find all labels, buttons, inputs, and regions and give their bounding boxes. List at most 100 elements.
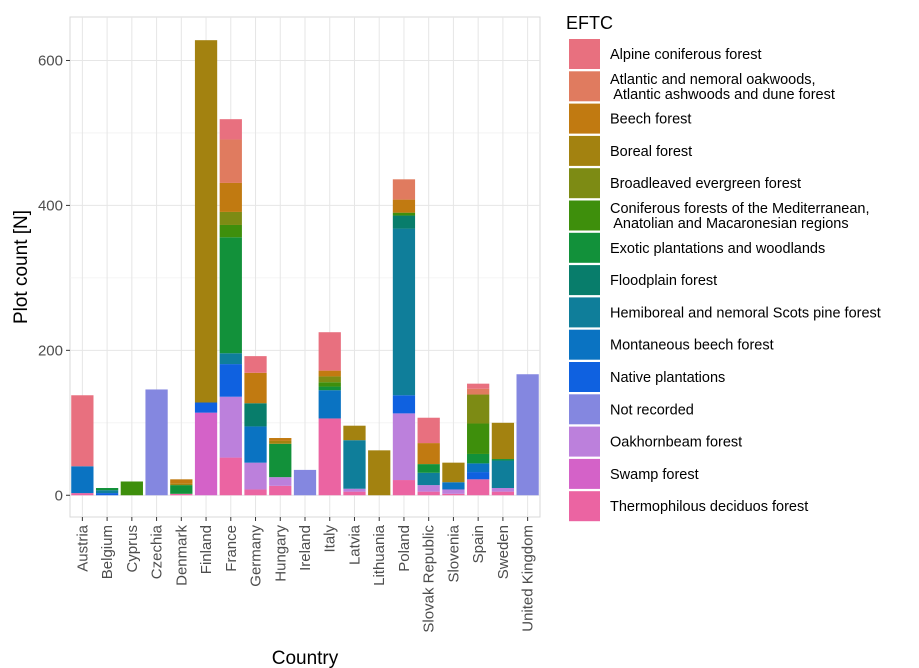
bar-segment — [293, 469, 317, 496]
legend-label: Native plantations — [610, 370, 725, 386]
bar-segment — [95, 490, 119, 494]
legend-label: Beech forest — [610, 112, 691, 128]
bar-segment — [392, 480, 416, 496]
x-axis-ticks: Austria Belgium Cyprus Czechia Denmark Finlan… — [74, 517, 537, 633]
legend-label: Floodplain forest — [610, 273, 717, 289]
bar-segment — [392, 215, 416, 229]
bar-segment — [244, 489, 267, 496]
bar-segment — [219, 396, 242, 458]
bar-segment — [343, 425, 366, 441]
y-tick-label: 200 — [38, 342, 63, 359]
bar-segment — [467, 453, 490, 464]
legend-label: Alpine coniferous forest — [610, 47, 762, 63]
bar-segment — [194, 412, 218, 496]
bar-segment — [491, 488, 515, 492]
y-axis-title: Plot count [N] — [11, 210, 32, 324]
x-tick-label: France — [223, 525, 240, 572]
bar-segment — [318, 386, 341, 391]
bar-segment — [318, 332, 341, 371]
legend-label: Hemiboreal and nemoral Scots pine forest — [610, 305, 881, 321]
bar-segment — [120, 481, 143, 496]
legend-key — [569, 458, 600, 489]
bar-segment — [219, 224, 242, 238]
bar-segment — [170, 479, 193, 484]
bar-segment — [491, 491, 515, 496]
legend-key — [569, 135, 600, 166]
bar-segment — [392, 395, 416, 414]
bars — [71, 40, 539, 496]
bar-segment — [219, 119, 242, 140]
bar-segment — [219, 182, 242, 212]
bar-segment — [467, 388, 490, 395]
bar-segment — [219, 139, 242, 183]
y-tick-label: 0 — [55, 487, 63, 504]
x-tick-label: Italy — [322, 525, 339, 553]
y-tick-label: 400 — [38, 197, 63, 214]
y-axis-ticks: 0 200 400 600 — [38, 52, 70, 504]
bar-segment — [170, 485, 193, 494]
legend-key — [569, 394, 600, 425]
bar-segment — [467, 463, 490, 473]
bar-segment — [269, 438, 292, 441]
bar-segment — [442, 489, 465, 494]
x-tick-label: Sweden — [495, 525, 512, 579]
bar-segment — [194, 402, 218, 413]
bar-segment — [219, 211, 242, 225]
x-tick-label: United Kingdom — [520, 525, 537, 632]
x-tick-label: Hungary — [272, 525, 289, 582]
legend-label: Coniferous forests of the Mediterranean,… — [610, 201, 870, 232]
bar-segment — [417, 464, 440, 473]
x-tick-label: Slovak Republic — [421, 525, 438, 633]
bar-segment — [442, 482, 465, 490]
legend-key — [569, 329, 600, 360]
bar-segment — [442, 493, 465, 496]
bar-segment — [417, 417, 440, 444]
x-axis-title: Country — [272, 648, 339, 668]
bar-segment — [145, 389, 168, 496]
x-tick-label: Denmark — [173, 525, 190, 586]
legend-label: Oakhornbeam forest — [610, 435, 742, 451]
bar-segment — [417, 491, 440, 496]
legend-label: Broadleaved evergreen forest — [610, 176, 801, 192]
grid-lines — [70, 17, 540, 517]
bar-segment — [392, 413, 416, 481]
legend-label: Thermophilous deciduos forest — [610, 499, 808, 515]
bar-segment — [219, 353, 242, 365]
bar-segment — [170, 493, 193, 496]
legend-key — [569, 103, 600, 134]
legend-label: Atlantic and nemoral oakwoods, Atlantic … — [610, 72, 835, 103]
bar-segment — [467, 423, 490, 454]
bar-segment — [392, 199, 416, 213]
bar-segment — [170, 483, 193, 486]
x-tick-label: Czechia — [149, 524, 166, 579]
bar-segment — [442, 462, 465, 483]
bar-segment — [71, 466, 94, 494]
bar-segment — [219, 364, 242, 397]
bar-segment — [368, 450, 391, 496]
legend-key — [569, 232, 600, 263]
bar-segment — [491, 422, 515, 460]
bar-segment — [269, 443, 292, 478]
bar-segment — [417, 443, 440, 465]
bar-segment — [343, 491, 366, 496]
bar-segment — [343, 440, 366, 489]
x-tick-label: Belgium — [99, 525, 116, 579]
bar-segment — [269, 440, 292, 444]
bar-segment — [417, 485, 440, 492]
legend-key — [569, 200, 600, 231]
legend-label: Swamp forest — [610, 467, 699, 483]
bar-segment — [269, 485, 292, 496]
legend-key — [569, 362, 600, 392]
bar-segment — [95, 493, 119, 496]
bar-segment — [194, 40, 218, 403]
bar-segment — [491, 459, 515, 461]
bar-segment — [417, 472, 440, 486]
x-tick-label: Cyprus — [124, 525, 141, 573]
bar-segment — [244, 356, 267, 373]
bar-segment — [467, 479, 490, 496]
legend-label: Exotic plantations and woodlands — [610, 241, 825, 257]
bar-segment — [244, 372, 267, 404]
x-tick-label: Lithuania — [371, 524, 388, 586]
legend-label: Boreal forest — [610, 144, 692, 160]
bar-segment — [318, 418, 341, 496]
